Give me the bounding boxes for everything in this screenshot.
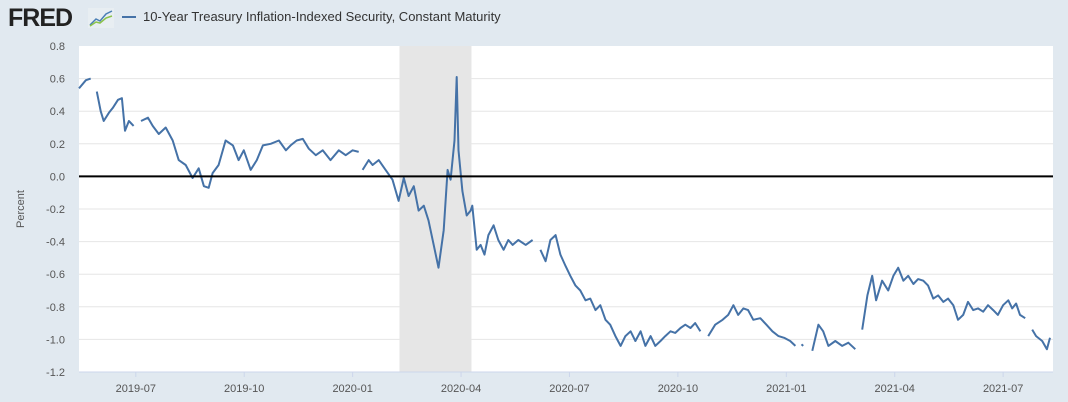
y-tick-label: -0.4 [46,237,65,249]
y-tick-label: -1.2 [46,367,65,379]
y-tick-label: -0.8 [46,302,65,314]
y-tick-label: 0.8 [50,41,65,53]
x-tick-label: 2021-07 [983,383,1023,395]
series-line-segment [811,323,856,352]
y-tick-label: 0.0 [50,171,65,183]
series-line-segment [78,77,92,90]
x-tick-label: 2020-01 [332,383,372,395]
x-tick-label: 2020-10 [658,383,698,395]
x-tick-label: 2020-04 [441,383,481,395]
series-line-segment [539,234,702,347]
y-tick-label: 0.6 [50,74,65,86]
y-tick-label: -1.0 [46,334,65,346]
series-line-segment [140,116,359,189]
series-line-segment [707,304,797,347]
y-axis-label: Percent [15,190,27,228]
x-tick-label: 2019-10 [224,383,264,395]
chart-legend: 10-Year Treasury Inflation-Indexed Secur… [122,9,501,24]
fred-logo[interactable]: FRED [8,4,73,32]
series-line-segment [361,76,534,269]
series-line-segment [861,266,1026,330]
legend-swatch [122,15,136,18]
x-tick-label: 2021-01 [766,383,806,395]
y-tick-label: -0.6 [46,269,65,281]
x-tick-label: 2021-04 [875,383,915,395]
y-tick-label: 0.2 [50,139,65,151]
series-line-segment [800,343,804,347]
legend-label: 10-Year Treasury Inflation-Indexed Secur… [143,9,501,24]
y-tick-label: 0.4 [50,106,65,118]
x-tick-label: 2020-07 [549,383,589,395]
series-line-segment [95,91,135,132]
fred-graph-icon [88,8,114,28]
y-tick-label: -0.2 [46,204,65,216]
x-tick-label: 2019-07 [116,383,156,395]
series-line-segment [1031,329,1051,351]
